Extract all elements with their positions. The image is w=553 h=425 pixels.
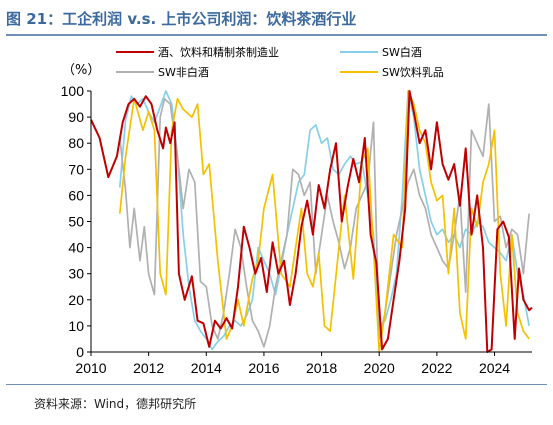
y-tick-label: 20 bbox=[68, 292, 84, 308]
series-line-3 bbox=[118, 90, 530, 353]
x-tick-label: 2018 bbox=[306, 360, 337, 376]
y-tick-label: 60 bbox=[68, 187, 84, 203]
legend-label: SW白酒 bbox=[382, 45, 422, 59]
x-tick-label: 2012 bbox=[133, 360, 164, 376]
figure-title: 图 21：工企利润 v.s. 上市公司利润：饮料茶酒行业 bbox=[6, 10, 357, 28]
y-tick-label: 90 bbox=[68, 109, 84, 125]
series-line-0 bbox=[90, 90, 533, 353]
x-tick-label: 2020 bbox=[364, 360, 395, 376]
y-tick-label: 50 bbox=[68, 214, 84, 230]
y-tick-label: 10 bbox=[68, 318, 84, 334]
x-tick-label: 2016 bbox=[248, 360, 279, 376]
x-tick-label: 2014 bbox=[191, 360, 222, 376]
chart-legend: 酒、饮料和精制茶制造业 SW白酒 SW非白酒 SW饮料乳品 bbox=[116, 45, 444, 79]
series-line-2 bbox=[118, 97, 530, 348]
line-chart: （%） 酒、饮料和精制茶制造业 SW白酒 SW非白酒 SW饮料乳品 0 10 20 30 40… bbox=[61, 45, 533, 376]
legend-label: SW非白酒 bbox=[158, 65, 209, 79]
y-tick-label: 80 bbox=[68, 135, 84, 151]
title-divider bbox=[6, 34, 547, 36]
x-tick-label: 2022 bbox=[421, 360, 452, 376]
x-tick-label: 2024 bbox=[479, 360, 510, 376]
axes-layer: 0 10 20 30 40 50 60 70 80 90 100 2010 2012 2014 2016 20… bbox=[61, 83, 532, 376]
legend-label: 酒、饮料和精制茶制造业 bbox=[158, 45, 279, 59]
source-divider bbox=[6, 384, 547, 385]
y-tick-label: 70 bbox=[68, 161, 84, 177]
y-tick-label: 100 bbox=[61, 83, 85, 99]
y-axis-unit-label: （%） bbox=[62, 63, 100, 78]
x-tick-label: 2010 bbox=[75, 360, 106, 376]
series-line-1 bbox=[118, 90, 530, 351]
source-note: 资料来源：Wind，德邦研究所 bbox=[34, 397, 197, 411]
y-tick-label: 0 bbox=[76, 344, 84, 360]
series-layer bbox=[90, 90, 533, 353]
y-tick-label: 30 bbox=[68, 266, 84, 282]
y-tick-label: 40 bbox=[68, 240, 84, 256]
legend-label: SW饮料乳品 bbox=[382, 65, 444, 79]
